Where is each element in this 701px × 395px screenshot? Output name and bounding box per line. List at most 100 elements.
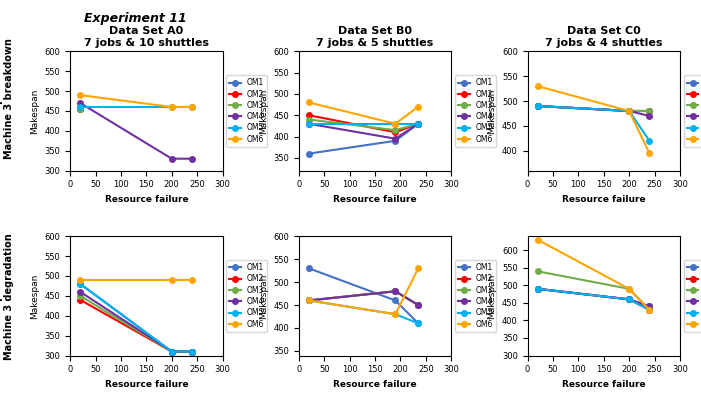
OM4 <box>625 297 634 302</box>
OM3 <box>645 308 653 312</box>
OM2 <box>76 297 85 302</box>
OM3 <box>625 109 634 113</box>
OM6 <box>414 266 423 271</box>
OM2 <box>391 130 400 135</box>
Legend: OM1, OM2, OM3, OM4, OM5, OM6: OM1, OM2, OM3, OM4, OM5, OM6 <box>226 75 268 147</box>
Line: OM1: OM1 <box>306 265 421 326</box>
X-axis label: Resource failure: Resource failure <box>562 380 646 389</box>
Line: OM4: OM4 <box>535 286 652 309</box>
OM5 <box>168 349 176 354</box>
Title: Data Set A0
7 jobs & 10 shuttles: Data Set A0 7 jobs & 10 shuttles <box>84 26 209 48</box>
Title: Data Set B0
7 jobs & 5 shuttles: Data Set B0 7 jobs & 5 shuttles <box>316 26 434 48</box>
OM2 <box>533 103 542 108</box>
OM6 <box>305 100 313 105</box>
Line: OM1: OM1 <box>306 121 421 156</box>
OM5 <box>305 298 313 303</box>
OM5 <box>645 138 653 143</box>
OM4 <box>168 349 176 354</box>
Text: Disruption 2
Machine 3 degradation: Disruption 2 Machine 3 degradation <box>0 233 14 359</box>
OM1 <box>305 266 313 271</box>
OM2 <box>305 298 313 303</box>
Line: OM1: OM1 <box>535 286 652 309</box>
Text: Disruption 1
Machine 3 breakdown: Disruption 1 Machine 3 breakdown <box>0 38 14 159</box>
OM6 <box>168 105 176 109</box>
OM4 <box>188 156 196 161</box>
OM6 <box>305 298 313 303</box>
Line: OM4: OM4 <box>78 100 195 162</box>
OM4 <box>533 286 542 291</box>
OM1 <box>533 286 542 291</box>
X-axis label: Resource failure: Resource failure <box>333 195 417 204</box>
OM3 <box>305 117 313 122</box>
Line: OM5: OM5 <box>535 103 652 144</box>
Line: OM3: OM3 <box>78 293 195 354</box>
Line: OM5: OM5 <box>535 286 652 313</box>
OM4 <box>76 290 85 294</box>
OM6 <box>645 308 653 312</box>
OM1 <box>188 349 196 354</box>
Y-axis label: Makespan: Makespan <box>259 273 268 318</box>
OM6 <box>645 151 653 156</box>
Line: OM6: OM6 <box>306 100 421 126</box>
X-axis label: Resource failure: Resource failure <box>104 195 188 204</box>
OM2 <box>414 121 423 126</box>
OM6 <box>533 237 542 242</box>
OM6 <box>625 286 634 291</box>
Line: OM3: OM3 <box>306 288 421 308</box>
OM1 <box>76 282 85 286</box>
Y-axis label: Makespan: Makespan <box>487 88 496 134</box>
Line: OM3: OM3 <box>535 103 652 114</box>
OM5 <box>625 109 634 113</box>
OM5 <box>533 103 542 108</box>
OM4 <box>305 121 313 126</box>
OM6 <box>533 84 542 88</box>
OM5 <box>645 308 653 312</box>
OM6 <box>76 278 85 282</box>
Line: OM4: OM4 <box>78 289 195 354</box>
Line: OM4: OM4 <box>535 103 652 119</box>
Line: OM6: OM6 <box>78 277 195 283</box>
OM5 <box>414 121 423 126</box>
OM1 <box>533 103 542 108</box>
OM5 <box>168 105 176 109</box>
OM1 <box>625 297 634 302</box>
Line: OM3: OM3 <box>535 269 652 313</box>
OM5 <box>76 282 85 286</box>
OM5 <box>391 121 400 126</box>
Line: OM5: OM5 <box>78 281 195 354</box>
OM1 <box>305 151 313 156</box>
Y-axis label: Makespan: Makespan <box>259 88 268 134</box>
OM5 <box>625 297 634 302</box>
OM6 <box>188 278 196 282</box>
Line: OM2: OM2 <box>535 103 652 114</box>
OM1 <box>645 109 653 113</box>
Legend: OM1, OM2, OM3, OM4, OM5, OM6: OM1, OM2, OM3, OM4, OM5, OM6 <box>683 260 701 332</box>
OM5 <box>533 286 542 291</box>
Legend: OM1, OM2, OM3, OM4, OM5, OM6: OM1, OM2, OM3, OM4, OM5, OM6 <box>226 260 268 332</box>
OM5 <box>305 121 313 126</box>
OM2 <box>645 308 653 312</box>
OM4 <box>533 103 542 108</box>
OM4 <box>76 101 85 105</box>
Text: Experiment 11: Experiment 11 <box>84 12 187 25</box>
Line: OM5: OM5 <box>306 121 421 126</box>
Line: OM5: OM5 <box>306 298 421 326</box>
Line: OM6: OM6 <box>78 92 195 110</box>
OM2 <box>625 297 634 302</box>
Line: OM6: OM6 <box>306 265 421 317</box>
OM5 <box>76 105 85 109</box>
OM3 <box>168 349 176 354</box>
OM2 <box>414 303 423 307</box>
OM2 <box>305 113 313 118</box>
OM4 <box>645 304 653 309</box>
OM3 <box>305 298 313 303</box>
OM4 <box>414 121 423 126</box>
OM6 <box>168 278 176 282</box>
OM4 <box>168 156 176 161</box>
Y-axis label: Makespan: Makespan <box>30 88 39 134</box>
X-axis label: Resource failure: Resource failure <box>104 380 188 389</box>
X-axis label: Resource failure: Resource failure <box>562 195 646 204</box>
OM4 <box>188 349 196 354</box>
Line: OM2: OM2 <box>306 288 421 308</box>
OM2 <box>645 109 653 113</box>
